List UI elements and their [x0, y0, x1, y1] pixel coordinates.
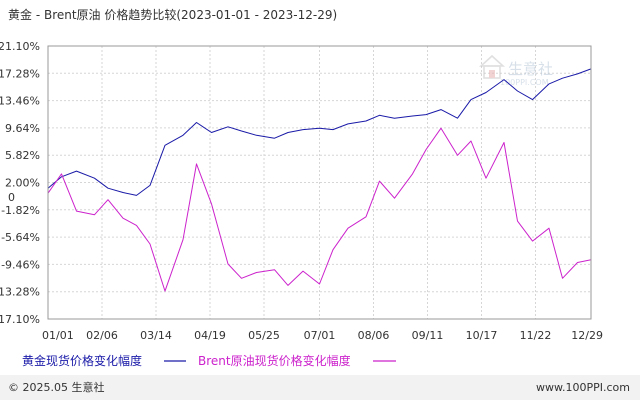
- y-tick-label: -13.28%: [0, 286, 40, 299]
- legend: 黄金现货价格变化幅度 Brent原油现货价格变化幅度: [22, 353, 396, 368]
- watermark-logo: 生意社 100PPI.COM: [478, 54, 553, 87]
- x-tick-label: 02/06: [86, 329, 118, 342]
- y-tick-label: 5.82%: [5, 149, 40, 162]
- x-tick-label: 03/14: [140, 329, 172, 342]
- y-tick-label: 9.64%: [5, 122, 40, 135]
- y-tick-labels: 21.10% 17.28% 13.46% 9.64% 5.82% 2.00% -1.82% -…: [0, 40, 40, 326]
- y-tick-label: 13.46%: [0, 95, 40, 108]
- y-tick-label: 21.10%: [0, 40, 40, 53]
- watermark-text: 生意社: [508, 60, 553, 78]
- footer-copyright: © 2025.05 生意社: [8, 380, 104, 394]
- x-tick-label: 10/17: [466, 329, 498, 342]
- x-tick-label: 09/11: [412, 329, 444, 342]
- watermark-subtext: 100PPI.COM: [500, 78, 549, 87]
- series-line-brent: [47, 127, 592, 292]
- y-tick-label: -9.46%: [1, 258, 40, 271]
- footer-bar: [0, 375, 640, 400]
- legend-label-brent: Brent原油现货价格变化幅度: [198, 353, 351, 368]
- series-line-gold: [47, 68, 592, 196]
- x-tick-label: 12/29: [571, 329, 603, 342]
- x-tick-label: 07/01: [304, 329, 336, 342]
- footer-website: www.100PPI.com: [536, 381, 630, 394]
- x-tick-label: 11/22: [520, 329, 552, 342]
- x-tick-label: 08/06: [358, 329, 390, 342]
- chart-title: 黄金 - Brent原油 价格趋势比较(2023-01-01 - 2023-12…: [8, 7, 337, 22]
- x-tick-label: 04/19: [194, 329, 226, 342]
- x-tick-label: 01/01: [42, 329, 74, 342]
- y-tick-label: 17.28%: [0, 67, 40, 80]
- x-tick-labels: 01/01 02/06 03/14 04/19 05/25 07/01 08/06 09/11…: [42, 329, 603, 342]
- house-icon: [478, 54, 506, 79]
- y-tick-label: -5.64%: [1, 231, 40, 244]
- y-zero-label: 0: [8, 191, 15, 204]
- plot-border: [47, 45, 592, 320]
- y-tick-label: -1.82%: [1, 204, 40, 217]
- y-tick-label: 2.00%: [5, 177, 40, 190]
- series-lines: [47, 68, 592, 292]
- y-tick-label: -17.10%: [0, 313, 40, 326]
- legend-label-gold: 黄金现货价格变化幅度: [22, 353, 142, 368]
- x-tick-label: 05/25: [248, 329, 280, 342]
